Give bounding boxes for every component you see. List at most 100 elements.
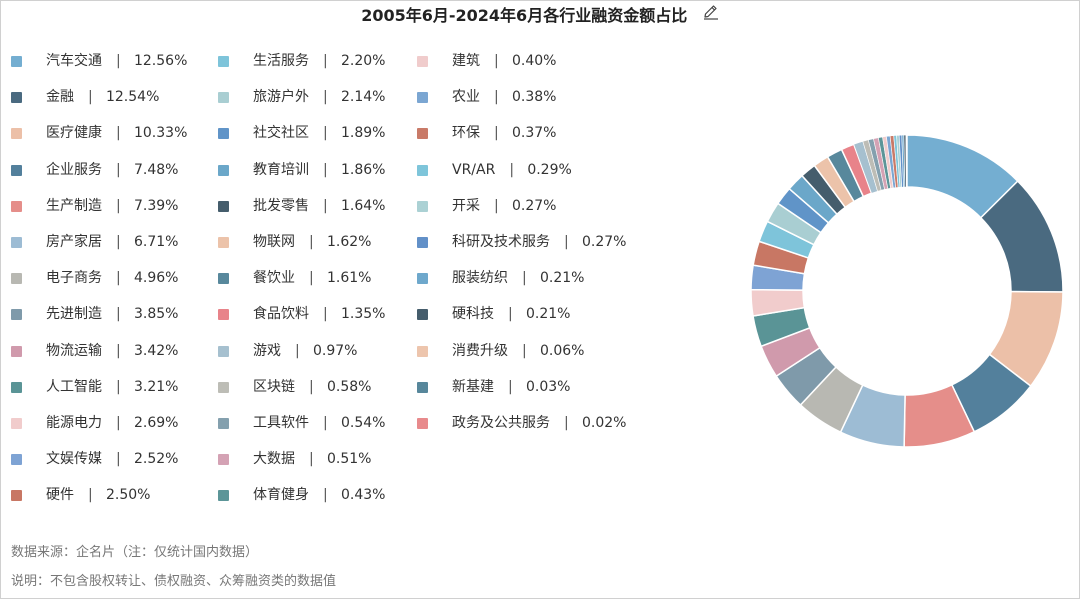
- legend-value: 2.14%: [340, 89, 386, 106]
- legend-label: 医疗健康: [46, 125, 102, 142]
- legend-label: 游戏: [253, 342, 281, 359]
- legend-swatch: [11, 273, 22, 285]
- legend-label: 大数据: [253, 451, 295, 468]
- legend-swatch: [11, 200, 22, 212]
- legend-value: 4.96%: [133, 270, 179, 287]
- donut-chart: [750, 134, 1064, 448]
- legend-label: 能源电力: [46, 415, 102, 431]
- legend-label: 教育培训: [253, 161, 309, 178]
- legend-swatch: [11, 381, 22, 393]
- legend-label: 工具软件: [253, 415, 309, 431]
- legend-value: 10.33%: [133, 125, 188, 142]
- legend-label: 生产制造: [46, 197, 102, 214]
- legend-swatch: [11, 418, 22, 429]
- legend-value: 0.37%: [511, 125, 557, 142]
- legend-separator: |: [322, 306, 328, 323]
- legend-separator: |: [322, 125, 328, 142]
- legend-value: 3.21%: [133, 378, 179, 395]
- legend-value: 0.21%: [525, 306, 571, 323]
- legend-swatch: [218, 273, 229, 285]
- legend-separator: |: [308, 270, 314, 287]
- legend-separator: |: [308, 378, 314, 395]
- legend-swatch: [11, 164, 22, 176]
- legend-swatch: [417, 381, 428, 393]
- legend-separator: |: [115, 234, 121, 250]
- legend-value: 0.40%: [511, 53, 557, 69]
- legend-swatch: [218, 309, 229, 321]
- legend-label: 房产家居: [46, 234, 102, 250]
- legend-swatch: [218, 490, 229, 502]
- legend-separator: |: [294, 342, 300, 359]
- legend-value: 0.02%: [581, 415, 627, 431]
- legend-swatch: [218, 56, 229, 67]
- legend-swatch: [218, 454, 229, 466]
- legend-swatch: [11, 128, 22, 140]
- legend-separator: |: [87, 89, 93, 106]
- legend-separator: |: [115, 270, 121, 287]
- legend-separator: |: [509, 161, 515, 178]
- legend-separator: |: [115, 378, 121, 395]
- legend-separator: |: [507, 378, 513, 395]
- legend-label: 新基建: [452, 378, 494, 395]
- legend-label: 食品饮料: [253, 306, 309, 323]
- legend-separator: |: [493, 53, 499, 69]
- legend-label: 金融: [46, 89, 74, 106]
- legend-swatch: [218, 418, 229, 429]
- legend-separator: |: [322, 161, 328, 178]
- legend-swatch: [417, 309, 428, 321]
- legend-label: 文娱传媒: [46, 451, 102, 468]
- legend-label: 建筑: [452, 53, 480, 69]
- legend-separator: |: [322, 415, 328, 431]
- legend-value: 1.89%: [340, 125, 386, 142]
- legend-value: 2.20%: [340, 53, 386, 69]
- legend-value: 2.50%: [105, 487, 151, 504]
- edit-icon[interactable]: [703, 3, 719, 27]
- legend-swatch: [417, 237, 428, 248]
- legend-label: 电子商务: [46, 270, 102, 287]
- legend-separator: |: [115, 306, 121, 323]
- legend-value: 0.51%: [326, 451, 372, 468]
- legend-label: 生活服务: [253, 53, 309, 69]
- legend-label: 餐饮业: [253, 270, 295, 287]
- chart-title-row: 2005年6月-2024年6月各行业融资金额占比: [0, 4, 1080, 28]
- legend-value: 12.54%: [105, 89, 160, 106]
- legend-swatch: [417, 273, 428, 285]
- legend-swatch: [11, 345, 22, 357]
- legend-label: 服装纺织: [452, 270, 508, 287]
- legend-separator: |: [507, 306, 513, 323]
- legend-value: 0.97%: [312, 342, 358, 359]
- legend-separator: |: [115, 53, 121, 69]
- legend-value: 0.38%: [511, 89, 557, 106]
- legend-separator: |: [493, 197, 499, 214]
- legend-value: 0.58%: [326, 378, 372, 395]
- legend-value: 1.64%: [340, 197, 386, 214]
- legend-separator: |: [322, 53, 328, 69]
- legend-label: 批发零售: [253, 197, 309, 214]
- legend-separator: |: [521, 342, 527, 359]
- legend-label: 物联网: [253, 234, 295, 250]
- legend-separator: |: [115, 451, 121, 468]
- legend-separator: |: [115, 415, 121, 431]
- legend-label: 企业服务: [46, 161, 102, 178]
- legend-separator: |: [322, 89, 328, 106]
- chart-title: 2005年6月-2024年6月各行业融资金额占比: [361, 6, 688, 25]
- legend-swatch: [218, 381, 229, 393]
- legend-separator: |: [308, 451, 314, 468]
- legend-label: 汽车交通: [46, 53, 102, 69]
- legend-value: 0.06%: [539, 342, 585, 359]
- legend-label: 硬科技: [452, 306, 494, 323]
- legend-swatch: [417, 345, 428, 357]
- legend-value: 7.48%: [133, 161, 179, 178]
- legend-swatch: [417, 92, 428, 104]
- legend-value: 0.03%: [525, 378, 571, 395]
- legend-separator: |: [87, 487, 93, 504]
- legend-value: 0.21%: [539, 270, 585, 287]
- legend-swatch: [417, 418, 428, 429]
- legend-swatch: [11, 237, 22, 248]
- legend-label: 科研及技术服务: [452, 234, 550, 250]
- legend-swatch: [218, 200, 229, 212]
- legend-label: 体育健身: [253, 487, 309, 504]
- legend-separator: |: [521, 270, 527, 287]
- legend-value: 0.27%: [581, 234, 627, 250]
- legend-label: 环保: [452, 125, 480, 142]
